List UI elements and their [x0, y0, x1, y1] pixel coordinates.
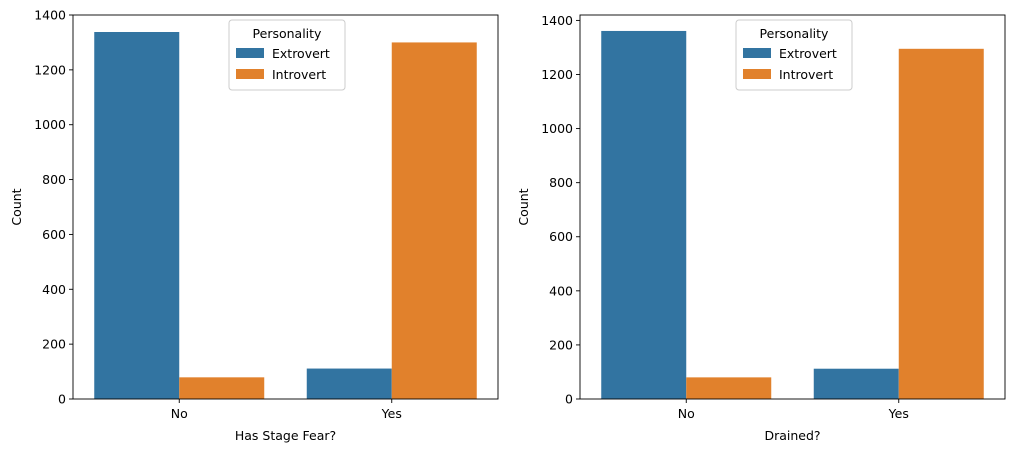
x-axis-label: Has Stage Fear?	[235, 428, 336, 443]
bar-introvert-no	[179, 377, 265, 399]
chart-drained: 0 200 400 600 800 1000 1200 1400 No Yes Drained? Co…	[516, 13, 1006, 443]
y-tick-label: 1200	[541, 67, 573, 82]
legend-title: Personality	[253, 26, 323, 41]
legend-swatch-introvert	[743, 69, 771, 79]
plot-frame	[72, 14, 499, 400]
y-tick-label: 800	[42, 172, 66, 187]
y-tick-label: 0	[58, 392, 66, 407]
x-tick-label: No	[171, 406, 188, 421]
y-tick-label: 400	[42, 282, 66, 297]
bar-extrovert-yes	[306, 368, 392, 399]
legend-title: Personality	[760, 26, 830, 41]
y-tick-label: 200	[42, 337, 66, 352]
y-tick-label: 400	[549, 283, 573, 298]
x-tick-label: Yes	[888, 406, 909, 421]
legend-swatch-extrovert	[743, 48, 771, 58]
y-axis-label: Count	[9, 188, 24, 225]
y-tick-label: 1400	[34, 8, 66, 23]
legend-label-extrovert: Extrovert	[272, 46, 330, 61]
bar-extrovert-yes	[813, 368, 899, 399]
legend-label-extrovert: Extrovert	[779, 46, 837, 61]
legend-label-introvert: Introvert	[779, 67, 833, 82]
legend-label-introvert: Introvert	[272, 67, 326, 82]
y-tick-label: 1000	[34, 117, 66, 132]
legend-swatch-extrovert	[236, 48, 264, 58]
x-tick-label: No	[678, 406, 695, 421]
bar-extrovert-no	[601, 30, 687, 400]
bar-introvert-yes	[391, 42, 477, 400]
x-axis-label: Drained?	[764, 428, 820, 443]
bar-extrovert-no	[94, 32, 180, 400]
y-tick-label: 600	[549, 229, 573, 244]
y-tick-label: 600	[42, 227, 66, 242]
y-tick-label: 0	[565, 392, 573, 407]
y-axis-label: Count	[516, 188, 531, 225]
bar-introvert-no	[686, 377, 772, 399]
legend-swatch-introvert	[236, 69, 264, 79]
x-tick-label: Yes	[381, 406, 402, 421]
y-tick-label: 800	[549, 175, 573, 190]
y-tick-label: 1000	[541, 121, 573, 136]
y-tick-label: 200	[549, 337, 573, 352]
bar-introvert-yes	[898, 48, 984, 399]
y-tick-label: 1400	[541, 13, 573, 28]
chart-has-stage-fear: 0 200 400 600 800 1000 1200 1400 No Yes Has Stage …	[9, 8, 499, 443]
y-tick-label: 1200	[34, 62, 66, 77]
plot-frame	[579, 14, 1006, 400]
